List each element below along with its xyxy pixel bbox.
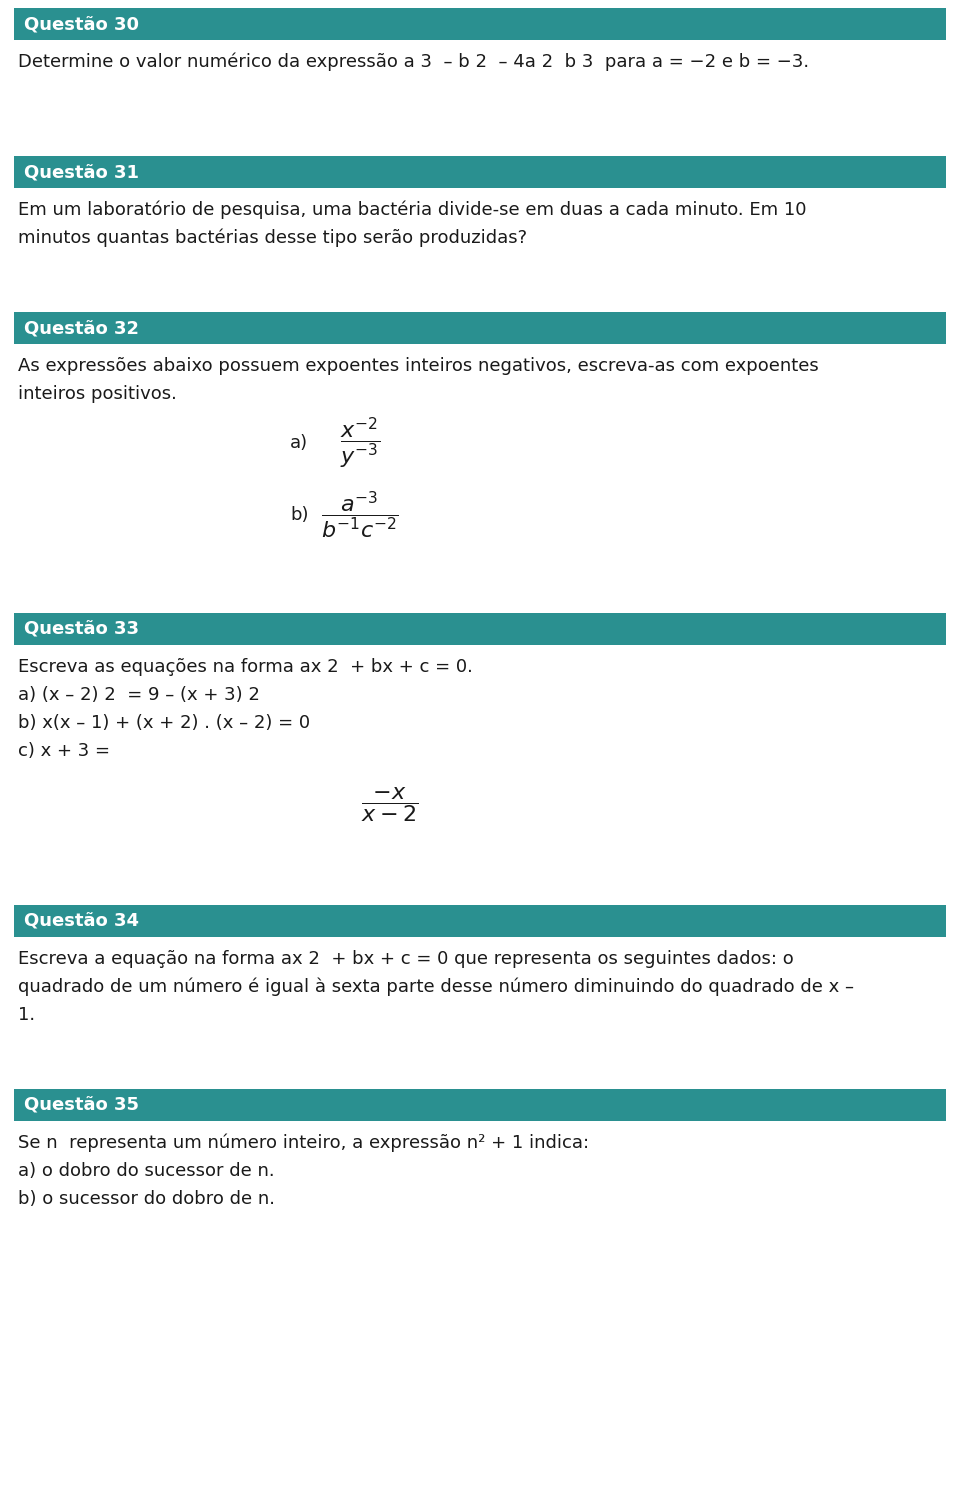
Text: Questão 30: Questão 30 — [24, 15, 139, 33]
Text: $\dfrac{a^{-3}}{b^{-1}c^{-2}}$: $\dfrac{a^{-3}}{b^{-1}c^{-2}}$ — [321, 489, 399, 541]
Text: Escreva as equações na forma ax 2  + bx + c = 0.: Escreva as equações na forma ax 2 + bx +… — [18, 658, 473, 676]
Text: $\dfrac{x^{-2}}{y^{-3}}$: $\dfrac{x^{-2}}{y^{-3}}$ — [340, 415, 380, 471]
Text: 1.: 1. — [18, 1006, 36, 1024]
Text: b) o sucessor do dobro de n.: b) o sucessor do dobro de n. — [18, 1190, 275, 1208]
Text: Se n  representa um número inteiro, a expressão n² + 1 indica:: Se n representa um número inteiro, a exp… — [18, 1134, 589, 1152]
Text: a): a) — [290, 434, 308, 452]
Text: Questão 31: Questão 31 — [24, 163, 139, 181]
FancyBboxPatch shape — [14, 156, 946, 189]
Text: minutos quantas bactérias desse tipo serão produzidas?: minutos quantas bactérias desse tipo ser… — [18, 229, 527, 247]
Text: Questão 33: Questão 33 — [24, 620, 139, 637]
FancyBboxPatch shape — [14, 614, 946, 645]
Text: c) x + 3 =: c) x + 3 = — [18, 742, 110, 759]
Text: Questão 34: Questão 34 — [24, 912, 139, 930]
Text: $\dfrac{-x}{x-2}$: $\dfrac{-x}{x-2}$ — [361, 786, 419, 825]
Text: Escreva a equação na forma ax 2  + bx + c = 0 que representa os seguintes dados:: Escreva a equação na forma ax 2 + bx + c… — [18, 950, 794, 967]
Text: a) o dobro do sucessor de n.: a) o dobro do sucessor de n. — [18, 1162, 275, 1180]
FancyBboxPatch shape — [14, 7, 946, 40]
Text: inteiros positivos.: inteiros positivos. — [18, 385, 177, 403]
Text: a) (x – 2) 2  = 9 – (x + 3) 2: a) (x – 2) 2 = 9 – (x + 3) 2 — [18, 687, 260, 704]
Text: As expressões abaixo possuem expoentes inteiros negativos, escreva-as com expoen: As expressões abaixo possuem expoentes i… — [18, 357, 819, 374]
FancyBboxPatch shape — [14, 312, 946, 343]
Text: b): b) — [290, 507, 308, 525]
Text: b) x(x – 1) + (x + 2) . (x – 2) = 0: b) x(x – 1) + (x + 2) . (x – 2) = 0 — [18, 713, 310, 733]
Text: quadrado de um número é igual à sexta parte desse número diminuindo do quadrado : quadrado de um número é igual à sexta pa… — [18, 978, 854, 996]
Text: Questão 32: Questão 32 — [24, 319, 139, 337]
FancyBboxPatch shape — [14, 905, 946, 938]
Text: Determine o valor numérico da expressão a 3  – b 2  – 4a 2  b 3  para a = −2 e b: Determine o valor numérico da expressão … — [18, 52, 809, 71]
Text: Questão 35: Questão 35 — [24, 1097, 139, 1114]
Text: Em um laboratório de pesquisa, uma bactéria divide-se em duas a cada minuto. Em : Em um laboratório de pesquisa, uma bacté… — [18, 201, 806, 220]
FancyBboxPatch shape — [14, 1089, 946, 1120]
